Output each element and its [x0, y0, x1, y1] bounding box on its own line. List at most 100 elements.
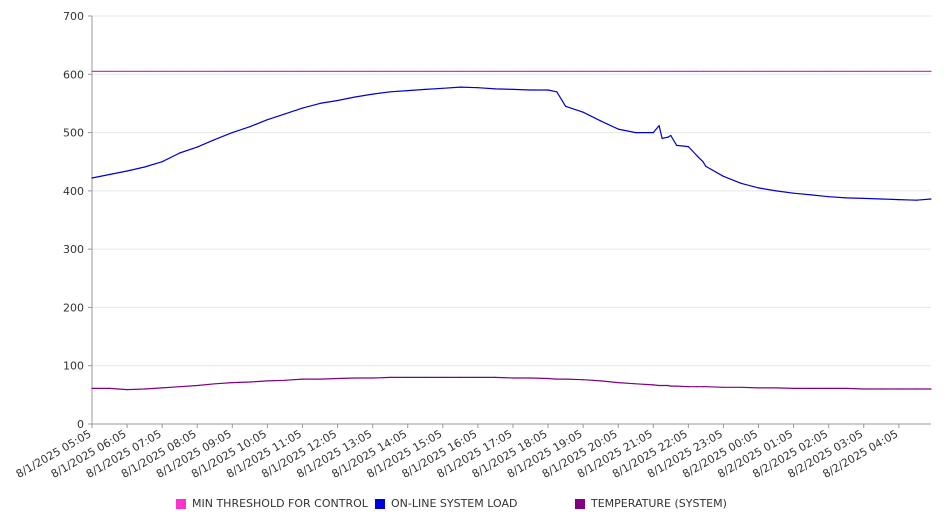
series-0-point-44 [740, 70, 742, 72]
series-0-point-38 [676, 70, 678, 72]
series-1-point-1 [108, 173, 111, 176]
series-2-point-44 [740, 386, 742, 388]
series-0-point-28 [565, 70, 567, 72]
series-0-point-10 [266, 70, 268, 72]
legend-swatch-temperature [575, 498, 585, 509]
series-2-point-53 [898, 388, 900, 390]
series-2-point-35 [661, 384, 663, 387]
series-0-point-41 [702, 70, 704, 72]
series-1-point-11 [284, 113, 286, 115]
legend-item-temperature[interactable]: TEMPERATURE (SYSTEM) [575, 497, 727, 510]
series-2-point-5 [179, 386, 181, 388]
series-1-point-14 [337, 99, 339, 102]
series-2-point-13 [319, 378, 321, 380]
series-0-point-36 [667, 70, 669, 72]
series-0-point-30 [600, 70, 602, 72]
series-0-point-43 [722, 70, 725, 72]
series-2-point-40 [696, 386, 698, 388]
series-0-point-34 [658, 70, 660, 72]
legend-item-system-load[interactable]: ON-LINE SYSTEM LOAD [375, 497, 517, 510]
legend-label-temperature: TEMPERATURE (SYSTEM) [591, 497, 727, 510]
series-2-point-9 [249, 381, 251, 383]
series-1-point-55 [930, 198, 932, 200]
series-0-point-14 [337, 70, 339, 72]
series-1-point-41 [702, 161, 704, 163]
series-1-point-52 [880, 198, 882, 200]
series-0-point-17 [389, 70, 391, 72]
series-2-point-18 [407, 376, 409, 378]
series-1-point-17 [389, 91, 391, 93]
series-1-point-28 [565, 105, 567, 107]
series-1-point-38 [676, 144, 678, 146]
series-2-point-23 [494, 376, 496, 378]
y-tick-label-500: 500 [63, 127, 84, 140]
series-1-point-12 [301, 107, 304, 109]
legend-swatch-min-threshold [176, 498, 186, 509]
series-2-point-2 [126, 389, 128, 391]
series-1-point-10 [266, 119, 268, 121]
series-0-point-54 [915, 70, 918, 72]
series-1-point-45 [757, 187, 760, 189]
series-2-point-11 [284, 379, 286, 381]
series-1-point-2 [126, 170, 128, 172]
series-2-point-6 [196, 384, 198, 387]
series-0-point-19 [424, 70, 426, 72]
series-1-point-29 [582, 111, 584, 113]
series-0-point-27 [556, 70, 558, 72]
y-tick-label-600: 600 [63, 68, 84, 81]
series-0-point-1 [108, 70, 111, 72]
series-0-point-5 [179, 70, 181, 72]
series-0-point-15 [354, 70, 356, 72]
series-1-point-8 [231, 132, 233, 134]
series-1-point-42 [705, 165, 707, 167]
legend-item-min-threshold[interactable]: MIN THRESHOLD FOR CONTROL [176, 497, 368, 510]
series-1-point-23 [494, 88, 496, 90]
series-2-point-51 [863, 388, 865, 390]
series-0-point-26 [547, 70, 549, 72]
legend-label-min-threshold: MIN THRESHOLD FOR CONTROL [192, 497, 368, 510]
series-0-point-46 [775, 70, 777, 72]
series-2-point-42 [705, 386, 707, 388]
series-2-point-34 [658, 384, 660, 387]
series-1-point-19 [424, 88, 426, 90]
series-1-point-20 [442, 87, 444, 89]
series-0-point-33 [652, 70, 654, 72]
series-0-point-39 [687, 70, 690, 72]
series-0-point-7 [214, 70, 216, 72]
chart-legend: MIN THRESHOLD FOR CONTROL ON-LINE SYSTEM… [0, 497, 946, 517]
axes [88, 15, 931, 428]
y-tick-label-0: 0 [77, 418, 84, 431]
series-2-point-12 [301, 378, 304, 380]
series-2-point-46 [775, 387, 777, 389]
series-1-point-26 [547, 89, 549, 91]
y-tick-label-200: 200 [63, 301, 84, 314]
series-0-point-48 [810, 70, 812, 72]
series-2-point-4 [161, 387, 163, 389]
series-1-point-31 [617, 128, 619, 130]
legend-swatch-system-load [375, 498, 385, 509]
series-0-point-2 [126, 70, 128, 72]
series-2-point-29 [582, 379, 584, 381]
series-1-point-9 [249, 126, 251, 128]
series-0-point-3 [144, 70, 146, 72]
grid-lines [92, 15, 931, 367]
series-0-point-18 [407, 70, 409, 72]
series-1-point-13 [319, 102, 321, 104]
series-1-point-54 [915, 199, 918, 201]
series-1-point-53 [898, 199, 900, 201]
series-0-point-45 [757, 70, 760, 72]
series-0-point-8 [231, 70, 233, 72]
series-2-point-28 [565, 378, 567, 380]
series-0-point-40 [696, 70, 698, 72]
series-2-point-1 [108, 387, 111, 389]
series-line-1[interactable] [91, 86, 932, 201]
series-1-point-16 [372, 93, 374, 95]
series-0-point-31 [617, 70, 619, 72]
series-2-point-32 [635, 383, 637, 385]
series-2-point-55 [930, 388, 932, 390]
series-2-point-20 [442, 376, 444, 378]
series-1-point-35 [661, 137, 663, 139]
series-2-point-21 [459, 376, 461, 378]
series-line-2[interactable] [92, 376, 931, 391]
